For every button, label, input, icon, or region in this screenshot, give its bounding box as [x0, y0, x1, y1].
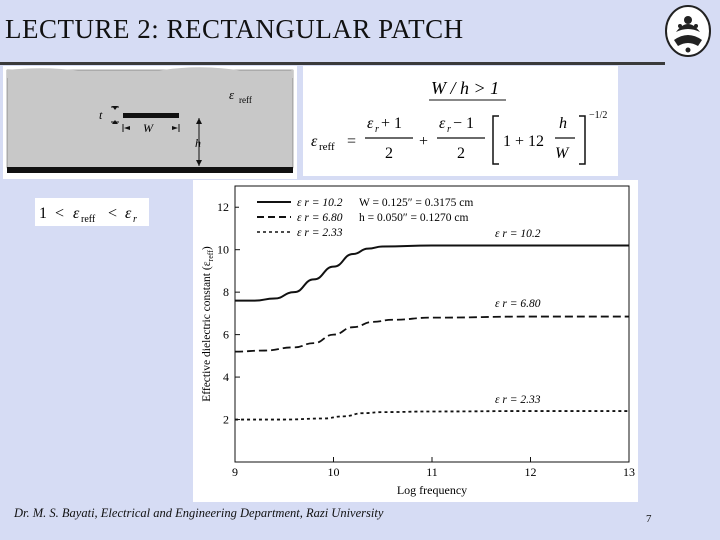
y-tick-label: 2 — [223, 413, 229, 427]
svg-text:h: h — [559, 115, 567, 132]
x-tick-label: 9 — [232, 465, 238, 479]
svg-text:2: 2 — [457, 145, 465, 162]
ground-plane — [7, 167, 293, 173]
svg-text:ε: ε — [73, 205, 80, 222]
svg-text:r: r — [375, 124, 379, 135]
svg-text:r: r — [447, 124, 451, 135]
y-axis-label: Effective dielectric constant (εreff) — [201, 246, 215, 402]
svg-text:reff: reff — [239, 95, 252, 105]
y-tick-label: 6 — [223, 328, 229, 342]
series-line — [235, 410, 629, 421]
y-tick-label: 10 — [217, 243, 229, 257]
svg-text:2: 2 — [385, 145, 393, 162]
series-annotation: ε r = 2.33 — [495, 394, 541, 406]
microstrip-cross-section: ε reff t W h — [3, 66, 297, 179]
svg-text:ε: ε — [311, 133, 318, 150]
legend-entry: ε r = 2.33 — [297, 227, 343, 239]
page-number: 7 — [646, 513, 652, 525]
legend-param: h = 0.050″ = 0.1270 cm — [359, 212, 468, 224]
svg-text:ε: ε — [367, 115, 374, 132]
legend-param: W = 0.125″ = 0.3175 cm — [359, 197, 473, 209]
svg-text:reff: reff — [319, 141, 335, 153]
svg-text:+: + — [419, 133, 428, 150]
chart-legend: ε r = 10.2 ε r = 6.80 ε r = 2.33 W = 0.1… — [239, 190, 491, 242]
x-tick-label: 11 — [426, 465, 438, 479]
svg-text:=: = — [347, 133, 356, 150]
series-annotation: ε r = 10.2 — [495, 228, 541, 240]
svg-text:−1/2: −1/2 — [589, 110, 607, 121]
footer-credit: Dr. M. S. Bayati, Electrical and Enginee… — [14, 506, 384, 520]
svg-text:ε: ε — [439, 115, 446, 132]
effective-permittivity-chart: 9 10 11 12 13 2 4 6 8 10 12 Log frequency Effectiv… — [193, 180, 638, 502]
condition-text: W / h > 1 — [431, 78, 499, 98]
y-tick-label: 12 — [217, 200, 229, 214]
svg-text:t: t — [99, 108, 103, 122]
svg-text:r: r — [133, 214, 137, 225]
effective-permittivity-formula: W / h > 1 ε reff = ε r + 1 2 + ε r − 1 2… — [303, 66, 618, 176]
series-line — [234, 244, 629, 302]
title-divider — [0, 62, 665, 65]
svg-text:W: W — [555, 145, 570, 162]
x-tick-label: 13 — [623, 465, 635, 479]
x-tick-label: 10 — [328, 465, 340, 479]
slide-title: LECTURE 2: RECTANGULAR PATCH — [5, 14, 464, 44]
svg-text:1 + 12: 1 + 12 — [503, 133, 544, 150]
svg-text:1: 1 — [39, 205, 47, 222]
svg-text:h: h — [195, 136, 201, 150]
svg-text:<: < — [108, 205, 117, 222]
svg-text:− 1: − 1 — [453, 115, 474, 132]
y-tick-label: 4 — [223, 370, 229, 384]
svg-text:W: W — [143, 121, 154, 135]
legend-entry: ε r = 10.2 — [297, 197, 343, 209]
series-line — [234, 315, 629, 353]
svg-text:+ 1: + 1 — [381, 115, 402, 132]
svg-text:ε: ε — [125, 205, 132, 222]
svg-text:reff: reff — [81, 214, 96, 225]
inequality-box: 1 < ε reff < ε r — [35, 198, 149, 226]
svg-text:Effective dielectric constant: Effective dielectric constant (εreff) — [201, 246, 215, 402]
university-logo — [662, 2, 714, 60]
patch-conductor — [123, 113, 179, 118]
legend-entry: ε r = 6.80 — [297, 212, 343, 224]
series-annotation: ε r = 6.80 — [495, 298, 541, 310]
svg-text:<: < — [55, 205, 64, 222]
x-tick-label: 12 — [525, 465, 537, 479]
x-axis-label: Log frequency — [397, 483, 467, 497]
eps-reff-label: ε — [229, 87, 235, 102]
y-tick-label: 8 — [223, 285, 229, 299]
